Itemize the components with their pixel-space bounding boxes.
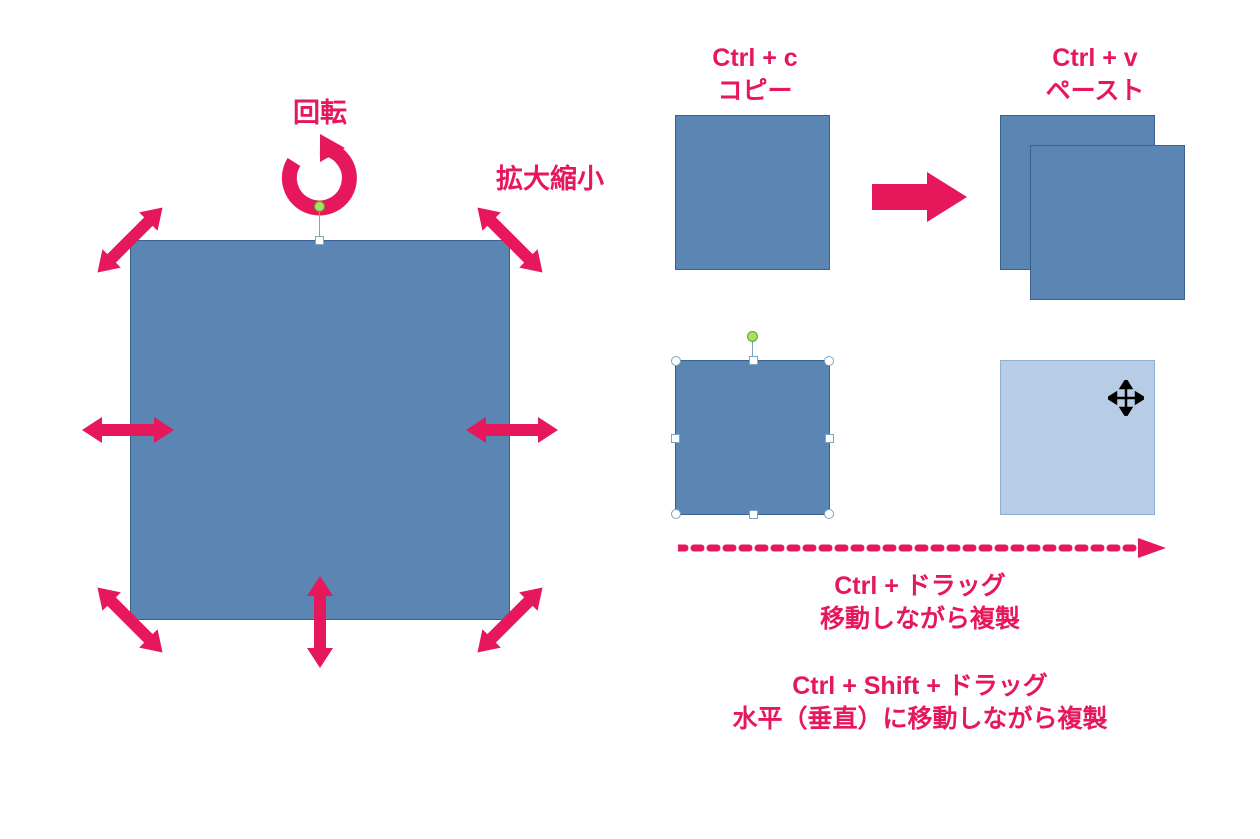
drag-label-2: Ctrl + Shift + ドラッグ 水平（垂直）に移動しながら複製 — [610, 670, 1230, 735]
handle-s[interactable] — [749, 510, 758, 519]
handle-se[interactable] — [824, 509, 834, 519]
copy-text: コピー — [717, 77, 792, 105]
drag-text-1: 移動しながら複製 — [820, 605, 1020, 633]
drag-text-2: 水平（垂直）に移動しながら複製 — [732, 705, 1107, 733]
paste-square-front — [1030, 145, 1185, 300]
handle-n[interactable] — [749, 356, 758, 365]
copy-shortcut-label: Ctrl + c コピー — [660, 42, 850, 107]
paste-text: ペースト — [1046, 77, 1145, 105]
handle-nw[interactable] — [671, 356, 681, 366]
drag-shortcut-2: Ctrl + Shift + ドラッグ — [792, 672, 1048, 700]
drag-shortcut-1: Ctrl + ドラッグ — [834, 572, 1006, 600]
paste-shortcut-label: Ctrl + v ペースト — [1000, 42, 1190, 107]
handle-w[interactable] — [671, 434, 680, 443]
resize-handle-e[interactable] — [505, 425, 514, 434]
rotate-handle[interactable] — [314, 201, 325, 212]
move-cursor-icon — [1108, 380, 1144, 416]
copy-shortcut: Ctrl + c — [712, 44, 797, 72]
rotate-handle-small[interactable] — [747, 331, 758, 342]
rotate-stem — [319, 209, 320, 237]
paste-shortcut: Ctrl + v — [1052, 44, 1137, 72]
main-selected-square[interactable] — [130, 240, 510, 620]
resize-handle-w[interactable] — [126, 425, 135, 434]
resize-handle-se[interactable] — [505, 615, 515, 625]
handle-e[interactable] — [825, 434, 834, 443]
copy-to-paste-arrow-icon — [872, 172, 972, 222]
rotate-label: 回転 — [260, 96, 380, 131]
handle-ne[interactable] — [824, 356, 834, 366]
drag-label-1: Ctrl + ドラッグ 移動しながら複製 — [660, 570, 1180, 635]
resize-handle-sw[interactable] — [125, 615, 135, 625]
copy-square — [675, 115, 830, 270]
resize-handle-nw[interactable] — [125, 235, 135, 245]
resize-handle-n[interactable] — [315, 236, 324, 245]
drag-source-square[interactable] — [675, 360, 830, 515]
handle-sw[interactable] — [671, 509, 681, 519]
drag-dotted-arrow-icon — [678, 538, 1168, 558]
resize-handle-ne[interactable] — [505, 235, 515, 245]
scale-label: 拡大縮小 — [480, 162, 620, 197]
resize-handle-s[interactable] — [315, 615, 324, 624]
